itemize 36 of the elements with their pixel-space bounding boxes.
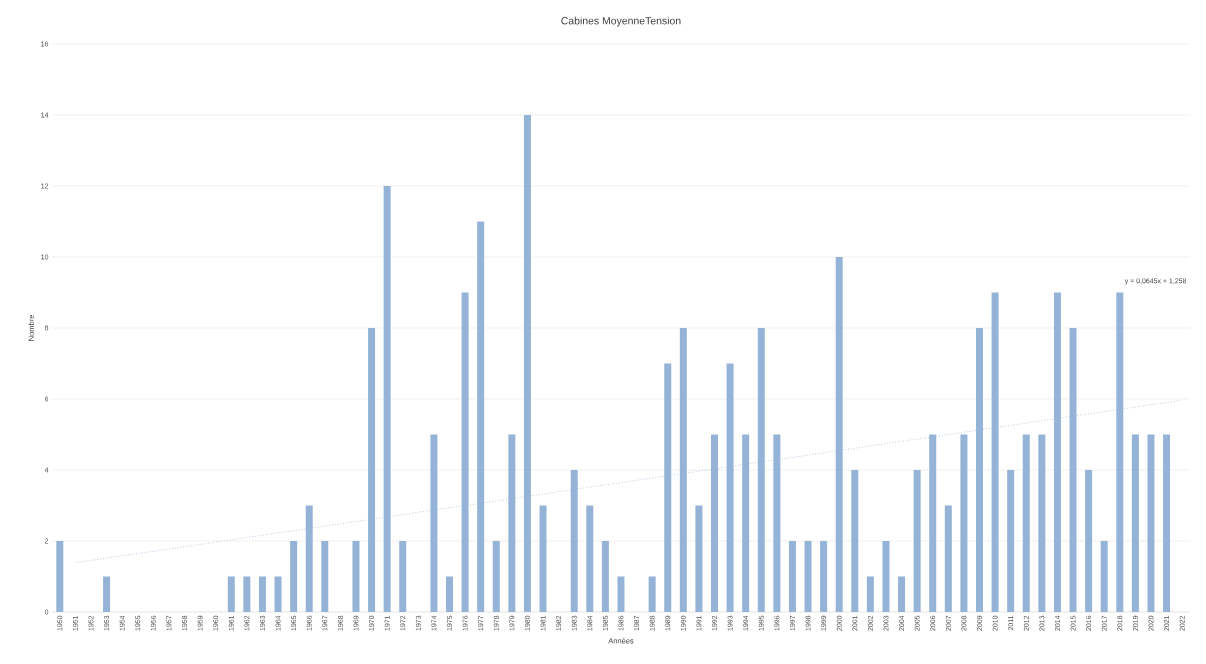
bar <box>1085 469 1093 612</box>
bar <box>399 540 407 612</box>
bar <box>788 540 796 612</box>
bar <box>290 540 298 612</box>
bar <box>913 469 921 612</box>
bar <box>695 505 703 612</box>
bar <box>243 576 251 612</box>
bar <box>617 576 625 612</box>
bar <box>56 540 64 612</box>
bar <box>820 540 828 612</box>
bar <box>492 540 500 612</box>
bar <box>866 576 874 612</box>
bar <box>804 540 812 612</box>
bar <box>103 576 111 612</box>
bar <box>321 540 329 612</box>
bar <box>274 576 282 612</box>
bar <box>586 505 594 612</box>
bar <box>1022 434 1030 612</box>
bar <box>258 576 266 612</box>
bar <box>648 576 656 612</box>
bar <box>1038 434 1046 612</box>
bar <box>882 540 890 612</box>
bar <box>601 540 609 612</box>
bar <box>944 505 952 612</box>
bar <box>1007 469 1015 612</box>
bar <box>1163 434 1171 612</box>
bar <box>352 540 360 612</box>
bar <box>1147 434 1155 612</box>
bar <box>1100 540 1108 612</box>
bar <box>898 576 906 612</box>
bar <box>446 576 453 612</box>
bar <box>539 505 547 612</box>
bar <box>227 576 235 612</box>
bar <box>1131 434 1139 612</box>
chart-title: Cabines MoyenneTension <box>561 16 681 27</box>
bar <box>851 469 859 612</box>
